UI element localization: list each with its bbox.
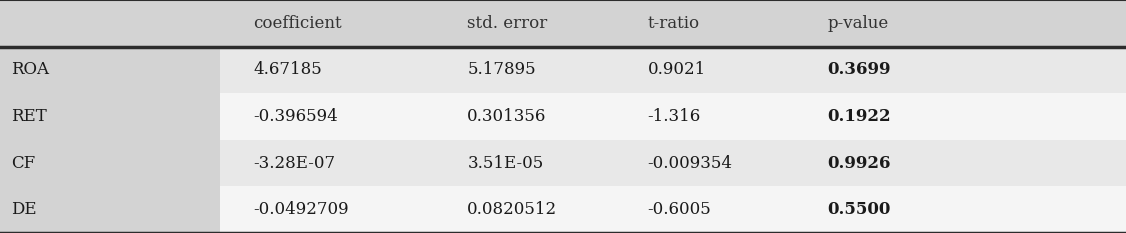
Text: coefficient: coefficient — [253, 15, 342, 32]
Text: 0.1922: 0.1922 — [828, 108, 892, 125]
Bar — [0, 93, 1126, 140]
Bar — [0, 140, 1126, 186]
Text: -3.28E-07: -3.28E-07 — [253, 155, 336, 171]
Text: -0.396594: -0.396594 — [253, 108, 338, 125]
Text: t-ratio: t-ratio — [647, 15, 699, 32]
Text: 0.3699: 0.3699 — [828, 62, 891, 78]
Text: 0.301356: 0.301356 — [467, 108, 546, 125]
Bar — [0, 186, 1126, 233]
Text: DE: DE — [11, 201, 37, 218]
Text: p-value: p-value — [828, 15, 888, 32]
Text: CF: CF — [11, 155, 36, 171]
Text: -0.6005: -0.6005 — [647, 201, 712, 218]
Text: -0.0492709: -0.0492709 — [253, 201, 349, 218]
Text: -1.316: -1.316 — [647, 108, 700, 125]
Text: -0.009354: -0.009354 — [647, 155, 732, 171]
Text: 5.17895: 5.17895 — [467, 62, 536, 78]
Bar — [0, 47, 220, 93]
Bar — [0, 47, 1126, 93]
Text: RET: RET — [11, 108, 47, 125]
Text: 0.9021: 0.9021 — [647, 62, 706, 78]
Bar — [0, 93, 220, 140]
Text: 0.0820512: 0.0820512 — [467, 201, 557, 218]
Text: 3.51E-05: 3.51E-05 — [467, 155, 544, 171]
Text: 4.67185: 4.67185 — [253, 62, 322, 78]
Text: 0.9926: 0.9926 — [828, 155, 891, 171]
Text: 0.5500: 0.5500 — [828, 201, 891, 218]
Text: ROA: ROA — [11, 62, 50, 78]
Bar — [0, 186, 220, 233]
Text: std. error: std. error — [467, 15, 547, 32]
Bar — [0, 0, 1126, 47]
Bar — [0, 140, 220, 186]
